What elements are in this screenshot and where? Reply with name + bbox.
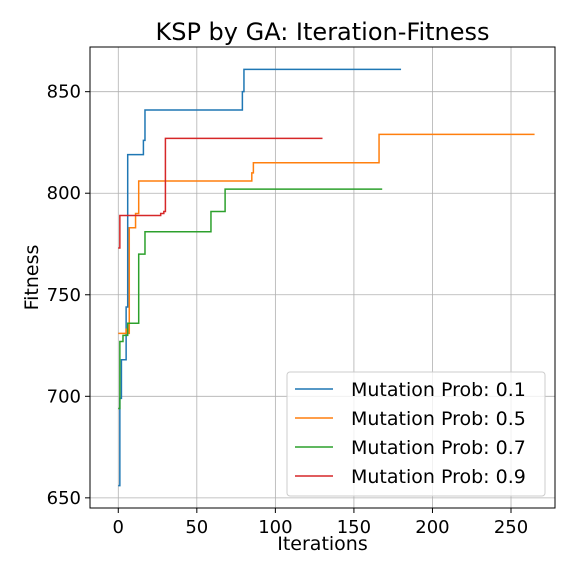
legend-label-1: Mutation Prob: 0.1 bbox=[351, 379, 526, 401]
x-axis-label: Iterations bbox=[277, 533, 368, 555]
x-tick-label: 50 bbox=[185, 517, 208, 538]
y-tick-label: 650 bbox=[47, 488, 81, 509]
y-tick-label: 800 bbox=[47, 183, 81, 204]
y-tick-label: 700 bbox=[47, 386, 81, 407]
legend-label-2: Mutation Prob: 0.5 bbox=[351, 408, 526, 430]
legend: Mutation Prob: 0.1 Mutation Prob: 0.5 Muta… bbox=[287, 372, 545, 496]
legend-label-4: Mutation Prob: 0.9 bbox=[351, 466, 526, 488]
x-tick-label: 200 bbox=[415, 517, 449, 538]
chart-title: KSP by GA: Iteration-Fitness bbox=[155, 18, 489, 46]
x-tick-label: 250 bbox=[494, 517, 528, 538]
x-tick-label: 0 bbox=[113, 517, 124, 538]
legend-label-3: Mutation Prob: 0.7 bbox=[351, 437, 526, 459]
y-axis-label: Fitness bbox=[21, 245, 43, 311]
y-tick-label: 750 bbox=[47, 285, 81, 306]
y-tick-label: 850 bbox=[47, 82, 81, 103]
